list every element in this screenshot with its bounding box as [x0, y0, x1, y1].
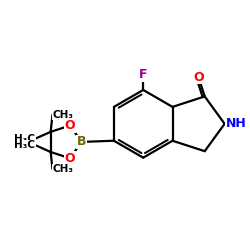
Text: CH₃: CH₃	[52, 164, 74, 174]
Text: H₃C: H₃C	[14, 134, 35, 144]
Text: CH₃: CH₃	[52, 110, 74, 120]
Text: F: F	[139, 68, 147, 81]
Text: O: O	[193, 71, 204, 84]
Text: NH: NH	[226, 117, 246, 130]
Text: O: O	[64, 119, 75, 132]
Text: B: B	[77, 136, 86, 148]
Text: H₃C: H₃C	[14, 140, 35, 150]
Text: O: O	[64, 152, 75, 165]
